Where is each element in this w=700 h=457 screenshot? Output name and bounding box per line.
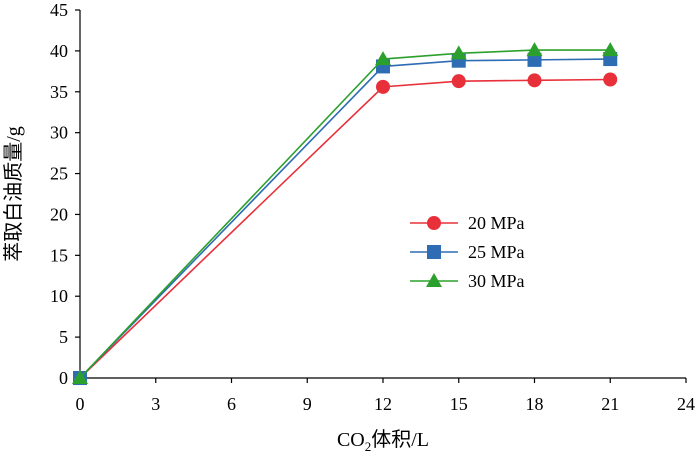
series-1 — [73, 52, 618, 385]
x-tick-label: 18 — [526, 394, 544, 414]
data-point — [451, 74, 466, 89]
legend-marker — [427, 245, 441, 259]
series-line — [79, 58, 611, 379]
legend-label: 25 MPa — [468, 242, 525, 262]
x-axis-title-suffix: 体积/L — [371, 428, 429, 451]
data-point — [526, 42, 543, 57]
y-tick-label: 0 — [59, 368, 68, 388]
y-tick-label: 30 — [50, 123, 68, 143]
data-point — [603, 72, 618, 87]
y-tick-label: 5 — [59, 327, 68, 347]
data-point — [602, 42, 619, 57]
x-tick-label: 6 — [227, 394, 236, 414]
x-axis-title: CO2体积/L — [337, 428, 429, 452]
data-point — [375, 51, 391, 66]
x-tick-label: 9 — [303, 394, 312, 414]
legend-marker — [426, 273, 442, 287]
legend: 20 MPa 25 MPa 30 MPa — [410, 213, 525, 291]
series-layer — [72, 42, 619, 385]
legend-label: 20 MPa — [468, 213, 525, 233]
y-tick-label: 35 — [50, 82, 68, 102]
y-tick-label: 15 — [50, 245, 68, 265]
x-tick-label: 12 — [374, 394, 392, 414]
y-tick-label: 40 — [50, 41, 68, 61]
series-0 — [73, 72, 618, 385]
y-axis-title: 萃取白油质量/g — [2, 126, 25, 262]
data-point — [72, 370, 88, 384]
x-tick-label: 24 — [677, 394, 695, 414]
x-tick-label: 0 — [76, 394, 85, 414]
data-point — [527, 52, 542, 67]
axes: 0 3 6 9 12 15 18 21 24 0 5 10 15 20 25 30 35 40 45 — [50, 0, 695, 414]
y-tick-label: 20 — [50, 204, 68, 224]
data-point — [527, 73, 542, 88]
x-tick-label: 21 — [601, 394, 619, 414]
series-line — [79, 49, 611, 379]
y-tick-label: 45 — [50, 0, 68, 20]
data-point — [376, 79, 390, 94]
y-tick-label: 25 — [50, 164, 68, 184]
data-point — [450, 45, 467, 60]
x-tick-label: 15 — [450, 394, 468, 414]
y-tick-label: 10 — [50, 286, 68, 306]
series-line — [79, 78, 611, 379]
series-2 — [72, 42, 619, 384]
legend-label: 30 MPa — [468, 271, 525, 291]
x-axis-title-prefix: CO — [337, 429, 365, 451]
x-axis-title-subscript: 2 — [365, 439, 372, 452]
x-tick-label: 3 — [151, 394, 160, 414]
legend-marker — [427, 216, 441, 230]
